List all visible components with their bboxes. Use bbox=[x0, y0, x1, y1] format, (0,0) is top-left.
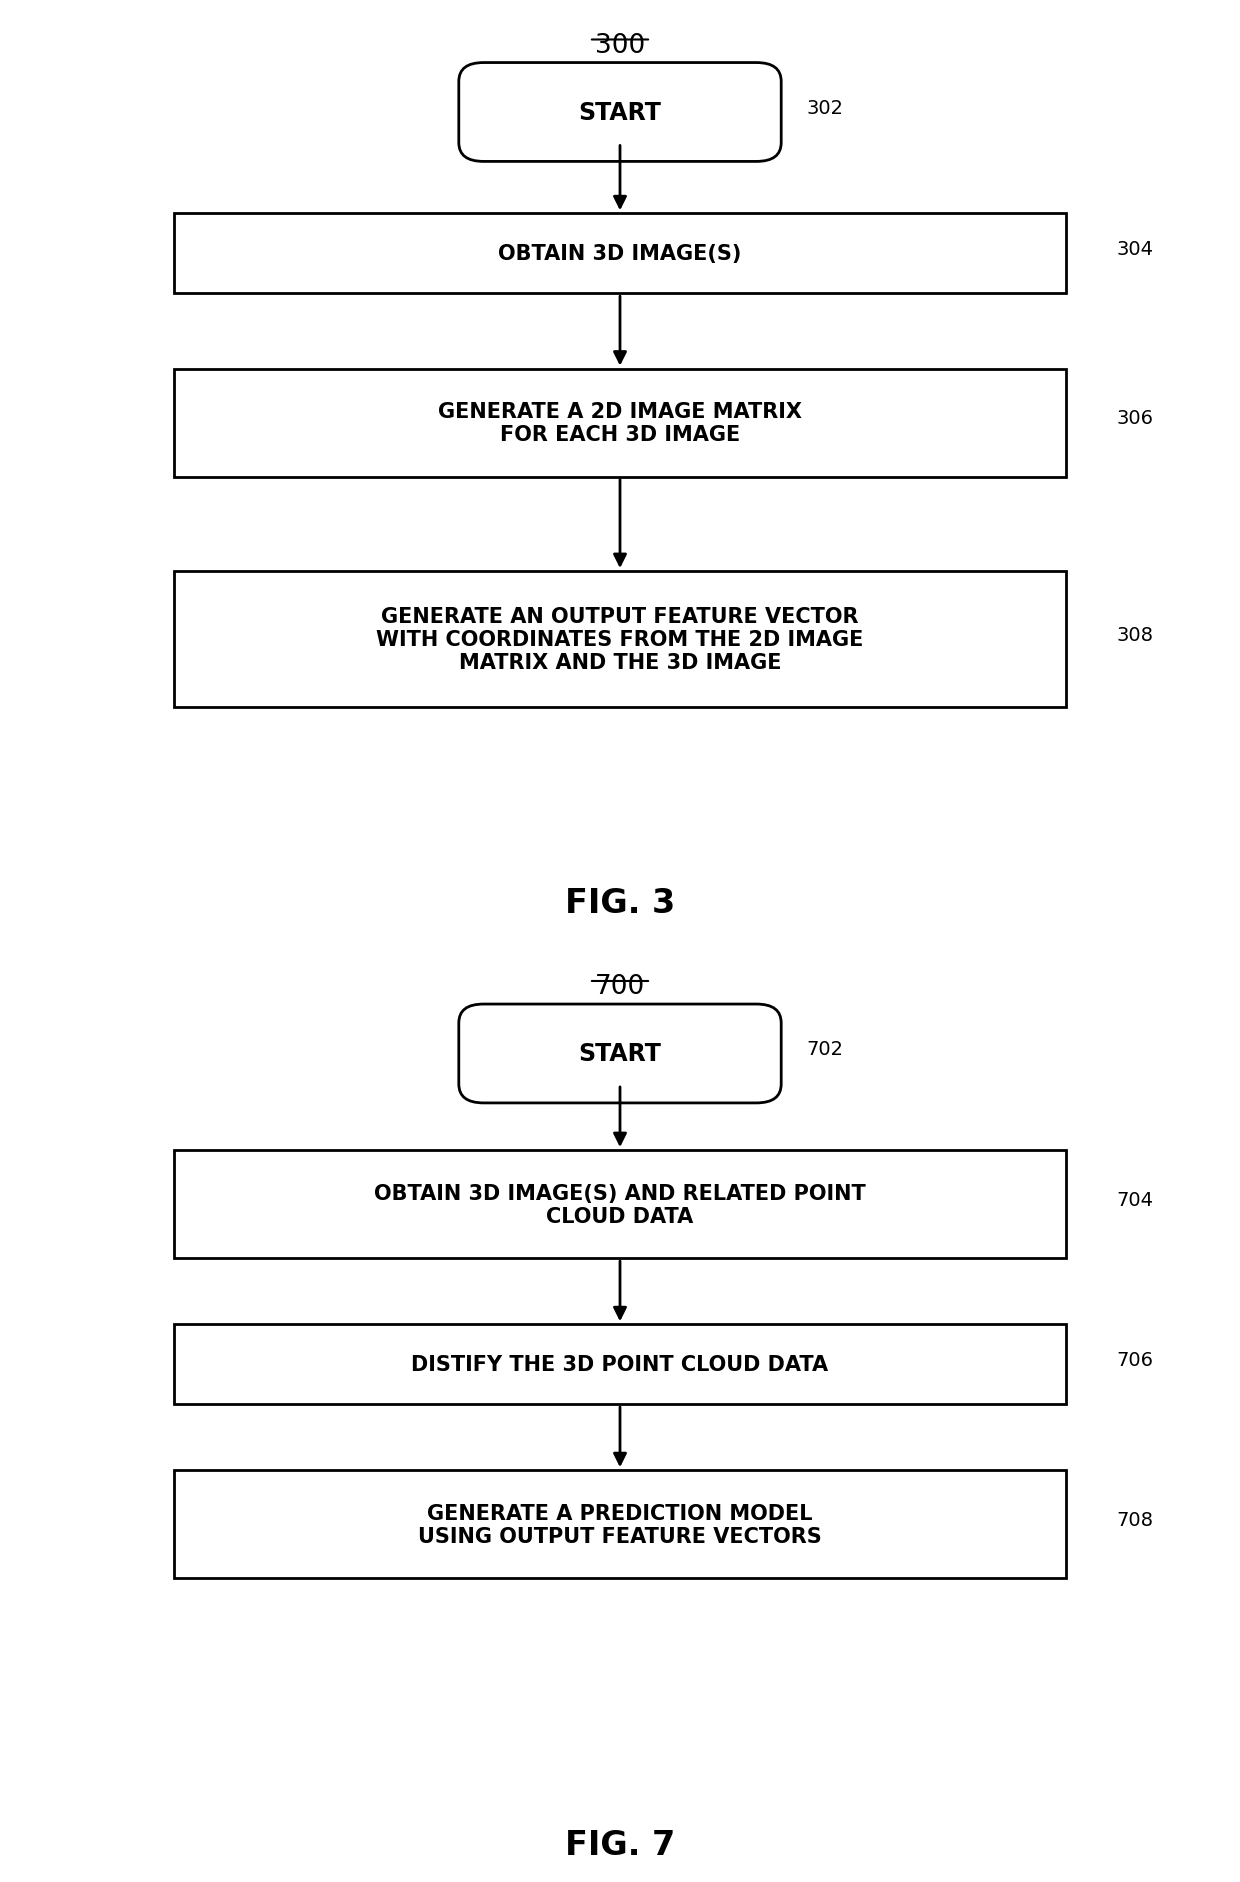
Text: FIG. 3: FIG. 3 bbox=[565, 886, 675, 920]
Text: OBTAIN 3D IMAGE(S): OBTAIN 3D IMAGE(S) bbox=[498, 245, 742, 263]
Text: 302: 302 bbox=[806, 98, 843, 119]
Text: 306: 306 bbox=[1116, 408, 1153, 429]
Text: GENERATE A 2D IMAGE MATRIX
FOR EACH 3D IMAGE: GENERATE A 2D IMAGE MATRIX FOR EACH 3D I… bbox=[438, 403, 802, 444]
FancyBboxPatch shape bbox=[459, 64, 781, 162]
Text: 702: 702 bbox=[806, 1039, 843, 1060]
FancyBboxPatch shape bbox=[174, 369, 1066, 478]
Text: GENERATE AN OUTPUT FEATURE VECTOR
WITH COORDINATES FROM THE 2D IMAGE
MATRIX AND : GENERATE AN OUTPUT FEATURE VECTOR WITH C… bbox=[376, 606, 864, 674]
Text: DISTIFY THE 3D POINT CLOUD DATA: DISTIFY THE 3D POINT CLOUD DATA bbox=[412, 1355, 828, 1374]
FancyBboxPatch shape bbox=[174, 572, 1066, 708]
Text: 308: 308 bbox=[1116, 625, 1153, 646]
Text: START: START bbox=[579, 102, 661, 124]
FancyBboxPatch shape bbox=[174, 1470, 1066, 1579]
Text: 300: 300 bbox=[595, 34, 645, 58]
Text: OBTAIN 3D IMAGE(S) AND RELATED POINT
CLOUD DATA: OBTAIN 3D IMAGE(S) AND RELATED POINT CLO… bbox=[374, 1184, 866, 1225]
FancyBboxPatch shape bbox=[174, 215, 1066, 294]
Text: GENERATE A PREDICTION MODEL
USING OUTPUT FEATURE VECTORS: GENERATE A PREDICTION MODEL USING OUTPUT… bbox=[418, 1504, 822, 1545]
Text: 700: 700 bbox=[595, 975, 645, 999]
FancyBboxPatch shape bbox=[174, 1150, 1066, 1259]
FancyBboxPatch shape bbox=[459, 1005, 781, 1103]
Text: START: START bbox=[579, 1043, 661, 1065]
Text: 704: 704 bbox=[1116, 1189, 1153, 1210]
Text: 304: 304 bbox=[1116, 239, 1153, 260]
Text: 706: 706 bbox=[1116, 1349, 1153, 1370]
Text: FIG. 7: FIG. 7 bbox=[565, 1827, 675, 1861]
Text: 708: 708 bbox=[1116, 1509, 1153, 1530]
FancyBboxPatch shape bbox=[174, 1325, 1066, 1404]
